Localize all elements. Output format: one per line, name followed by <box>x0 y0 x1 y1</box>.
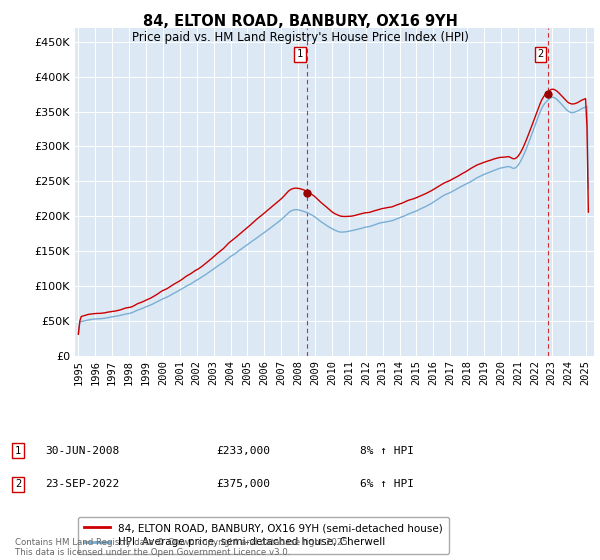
Text: 2: 2 <box>15 479 21 489</box>
Text: 1: 1 <box>15 446 21 456</box>
Text: 23-SEP-2022: 23-SEP-2022 <box>45 479 119 489</box>
Text: £375,000: £375,000 <box>216 479 270 489</box>
Text: Contains HM Land Registry data © Crown copyright and database right 2025.
This d: Contains HM Land Registry data © Crown c… <box>15 538 350 557</box>
Text: £233,000: £233,000 <box>216 446 270 456</box>
Text: 2: 2 <box>538 49 544 59</box>
Legend: 84, ELTON ROAD, BANBURY, OX16 9YH (semi-detached house), HPI: Average price, sem: 84, ELTON ROAD, BANBURY, OX16 9YH (semi-… <box>77 517 449 553</box>
Text: Price paid vs. HM Land Registry's House Price Index (HPI): Price paid vs. HM Land Registry's House … <box>131 31 469 44</box>
Text: 1: 1 <box>297 49 303 59</box>
Text: 30-JUN-2008: 30-JUN-2008 <box>45 446 119 456</box>
Text: 8% ↑ HPI: 8% ↑ HPI <box>360 446 414 456</box>
Text: 84, ELTON ROAD, BANBURY, OX16 9YH: 84, ELTON ROAD, BANBURY, OX16 9YH <box>143 14 457 29</box>
Text: 6% ↑ HPI: 6% ↑ HPI <box>360 479 414 489</box>
